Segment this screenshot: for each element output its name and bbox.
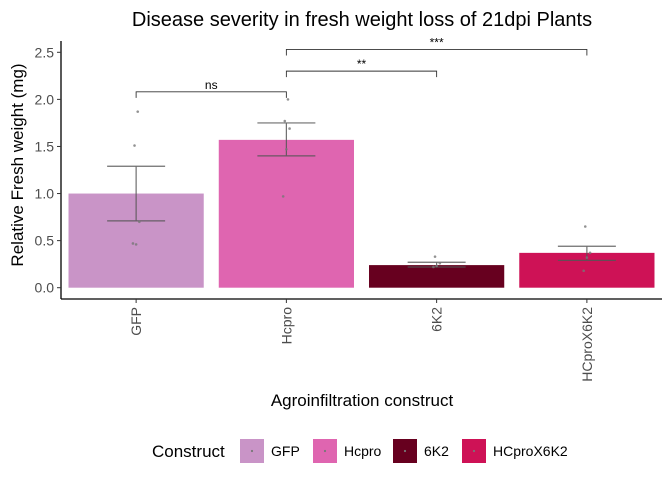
data-point — [438, 261, 442, 265]
bar-6k2 — [369, 265, 505, 288]
data-point — [131, 242, 135, 245]
y-tick-label: 1.5 — [35, 138, 55, 154]
x-tick-label: GFP — [128, 307, 144, 336]
chart-title: Disease severity in fresh weight loss of… — [132, 9, 592, 31]
data-point — [283, 119, 287, 123]
significance-label: *** — [430, 35, 444, 49]
y-tick-label: 2.0 — [35, 91, 55, 107]
legend-label: HCproX6K2 — [493, 443, 568, 459]
data-point — [136, 110, 140, 113]
data-point — [138, 220, 141, 224]
y-axis-title: Relative Fresh weight (mg) — [8, 63, 27, 266]
significance-line — [135, 91, 287, 98]
data-point — [585, 256, 589, 259]
data-point — [588, 251, 592, 255]
bar-hcpro — [218, 139, 354, 288]
y-tick-label: 2.5 — [35, 44, 55, 60]
significance-label: ns — [205, 78, 218, 92]
x-tick-label: 6K2 — [429, 307, 445, 332]
significance-line — [285, 70, 438, 78]
legend-label: 6K2 — [424, 443, 449, 459]
x-axis-title: Agroinfiltration construct — [271, 391, 454, 410]
legend-swatch-point — [403, 449, 407, 453]
legend-label: GFP — [271, 443, 300, 459]
data-point — [433, 255, 437, 258]
legend-label: Hcpro — [344, 443, 382, 459]
data-point — [288, 127, 291, 130]
plot-area: 0.0 0.5 1.0 1.5 2.0 2.5 GFP Hcpro 6K2 HCproX6K2 ns… — [35, 35, 662, 382]
y-tick-label: 0.5 — [35, 233, 55, 249]
data-point — [435, 264, 438, 268]
error-bar-gfp — [107, 165, 166, 222]
data-point — [281, 195, 285, 198]
data-point — [432, 265, 435, 269]
legend-swatch-point — [323, 449, 327, 453]
y-tick-label: 0.0 — [35, 280, 55, 296]
y-tick-label: 1.0 — [35, 186, 55, 202]
data-point — [286, 98, 290, 101]
significance-bracket — [285, 49, 588, 56]
significance-line — [285, 49, 588, 56]
legend-swatch-point — [472, 449, 476, 453]
legend: Construct GFP Hcpro 6K2 HCproX6K2 — [152, 439, 568, 463]
significance-bracket — [285, 70, 438, 78]
significance-bracket — [135, 91, 287, 98]
legend-swatch-point — [250, 449, 254, 453]
significance-label: ** — [357, 57, 367, 71]
data-point — [133, 144, 136, 147]
data-point — [285, 147, 288, 151]
data-point — [583, 225, 587, 228]
x-tick-label: Hcpro — [278, 307, 294, 345]
data-point — [134, 243, 138, 246]
legend-title: Construct — [152, 442, 225, 461]
x-tick-label: HCproX6K2 — [579, 307, 595, 382]
data-point — [582, 269, 585, 273]
